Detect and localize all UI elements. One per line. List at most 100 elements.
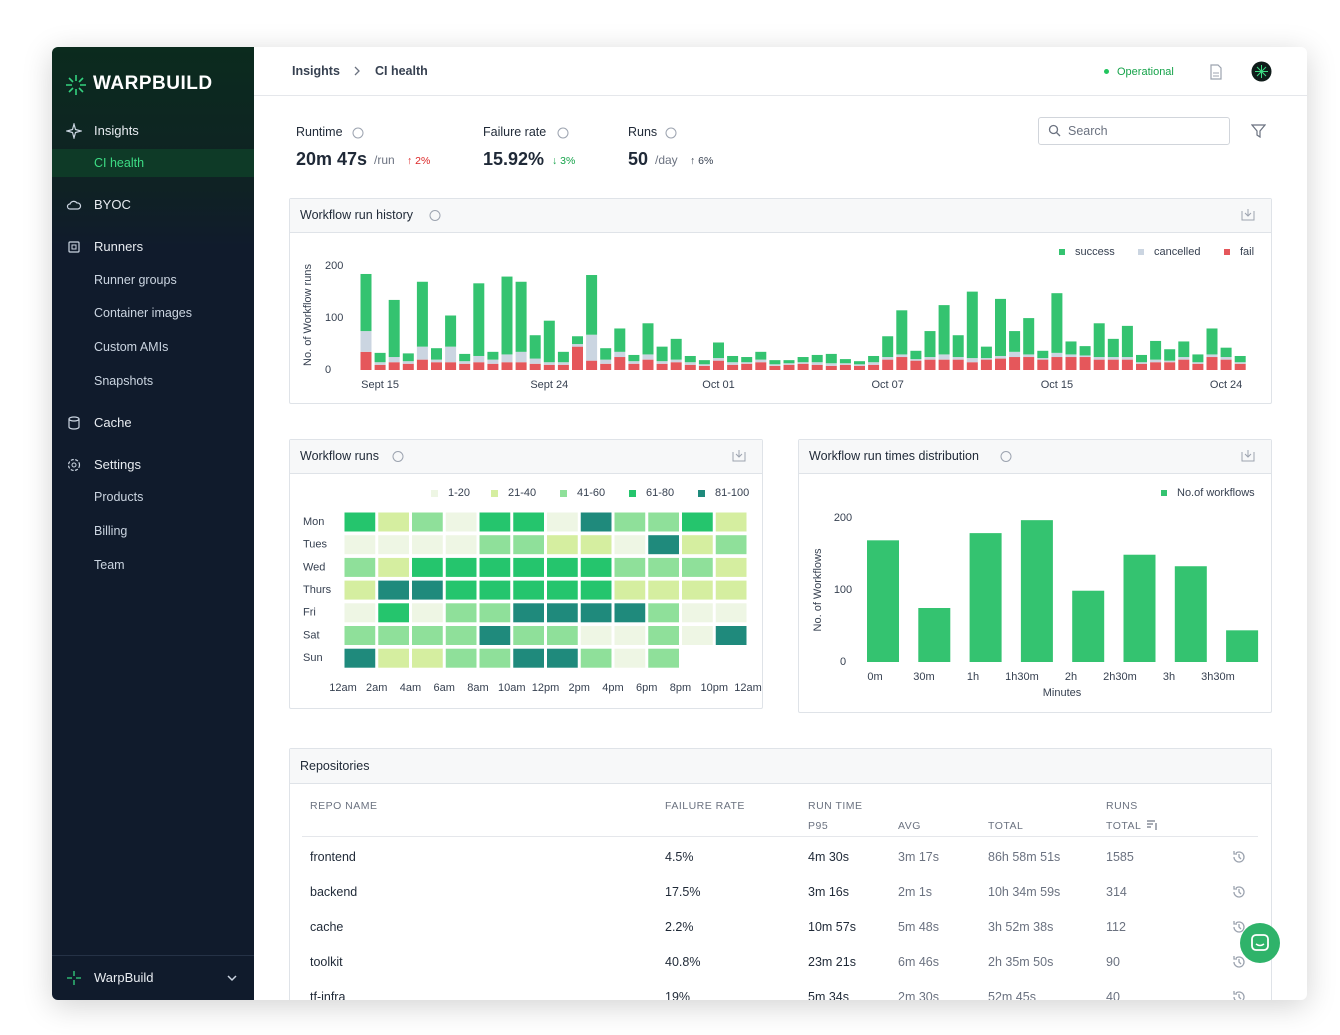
x-tick-label: 8pm xyxy=(670,682,691,694)
docs-icon[interactable] xyxy=(1209,64,1223,80)
history-icon[interactable] xyxy=(1231,849,1247,865)
history-icon[interactable] xyxy=(1231,954,1247,970)
table-cell: 40 xyxy=(1106,990,1120,1000)
subcolumn-header[interactable]: TOTAL xyxy=(1106,820,1142,832)
sidebar-divider xyxy=(52,955,254,956)
bar xyxy=(1220,357,1232,360)
heatmap-cell xyxy=(479,580,511,600)
x-tick-label: 2am xyxy=(366,682,387,694)
chat-button[interactable] xyxy=(1239,922,1281,964)
bar xyxy=(698,360,710,365)
bar xyxy=(1178,357,1190,360)
bar xyxy=(1009,351,1021,358)
bar xyxy=(1023,354,1035,358)
bar xyxy=(741,362,753,364)
status-dot xyxy=(1104,69,1109,74)
breadcrumb[interactable]: Insights xyxy=(292,64,340,78)
bar xyxy=(586,360,598,370)
bar xyxy=(1023,357,1035,370)
bar xyxy=(416,281,428,347)
x-tick-label: 3h30m xyxy=(1201,671,1235,683)
bar xyxy=(515,362,527,370)
history-icon[interactable] xyxy=(1231,884,1247,900)
history-icon[interactable] xyxy=(1231,989,1247,1000)
bar xyxy=(572,344,583,347)
org-icon xyxy=(67,971,81,985)
heatmap-cell xyxy=(445,557,477,577)
nav-subitem[interactable]: Products xyxy=(94,490,144,504)
breadcrumb: CI health xyxy=(375,64,428,78)
bar xyxy=(1192,363,1204,370)
search-box[interactable] xyxy=(1038,117,1230,145)
repo-name[interactable]: frontend xyxy=(310,850,356,864)
legend-label: 1-20 xyxy=(448,487,470,499)
y-tick-label: Sun xyxy=(303,652,323,664)
heatmap-cell xyxy=(412,603,443,623)
nav-item[interactable]: Insights xyxy=(94,123,139,138)
bar xyxy=(529,363,541,370)
nav-item[interactable]: Cache xyxy=(94,415,132,430)
heatmap-cell xyxy=(412,648,443,668)
table-cell: 4.5% xyxy=(665,850,694,864)
heatmap-cell xyxy=(344,535,376,555)
bar xyxy=(416,346,428,360)
repo-name[interactable]: tf-infra xyxy=(310,990,346,1000)
bar xyxy=(811,362,823,365)
heatmap-cell xyxy=(412,626,443,645)
bar xyxy=(543,362,555,365)
y-axis-title: No. of Workflows xyxy=(812,548,824,631)
history-icon[interactable] xyxy=(1231,919,1247,935)
bar xyxy=(783,364,795,370)
bar xyxy=(825,365,837,370)
heatmap-cell xyxy=(378,535,409,555)
repo-name[interactable]: toolkit xyxy=(310,955,343,969)
avatar[interactable] xyxy=(1251,61,1272,82)
legend-swatch xyxy=(560,490,567,497)
heatmap-cell xyxy=(479,512,511,532)
bar xyxy=(1123,554,1156,662)
bar xyxy=(839,364,851,370)
nav-subitem[interactable]: Custom AMIs xyxy=(94,340,169,354)
chart: 0 100 200 Sept 15 Sept 24 Oct 01 Oct 07 Oct 15 O… xyxy=(302,246,1254,391)
heatmap-cell xyxy=(445,603,477,623)
bar xyxy=(1164,349,1176,361)
bar xyxy=(980,346,992,359)
bar xyxy=(1192,362,1204,364)
column-header: FAILURE RATE xyxy=(665,800,745,812)
nav-subitem[interactable]: Runner groups xyxy=(94,273,177,287)
nav-item[interactable]: Settings xyxy=(94,457,141,472)
bar xyxy=(882,336,894,358)
filter-button[interactable] xyxy=(1251,124,1266,138)
nav-subitem[interactable]: Container images xyxy=(94,306,192,320)
nav-subitem[interactable]: Team xyxy=(94,558,125,572)
nav-subitem[interactable]: Billing xyxy=(94,524,128,538)
bar xyxy=(839,363,851,365)
table-cell: 23m 21s xyxy=(808,955,856,969)
bar xyxy=(1037,350,1049,359)
bar xyxy=(459,353,471,362)
nav-subitem-active[interactable]: CI health xyxy=(94,156,145,170)
legend-label: 41-60 xyxy=(577,487,605,499)
repo-name[interactable]: cache xyxy=(310,920,344,934)
sort-icon[interactable] xyxy=(1146,819,1158,831)
status[interactable]: Operational xyxy=(1117,66,1174,78)
legend-swatch xyxy=(698,490,705,497)
bar xyxy=(966,362,978,370)
nav-subitem[interactable]: Snapshots xyxy=(94,374,154,388)
nav-item[interactable]: Runners xyxy=(94,239,144,254)
heatmap-cell xyxy=(479,626,511,645)
card-header xyxy=(290,749,1271,784)
bar xyxy=(755,362,767,370)
heatmap-cell xyxy=(479,557,511,577)
bar xyxy=(839,359,851,364)
nav-item[interactable]: BYOC xyxy=(94,197,131,212)
org-switcher[interactable]: WarpBuild xyxy=(94,970,154,985)
bar xyxy=(769,360,781,365)
stat-value: 50 xyxy=(628,149,649,169)
repo-name[interactable]: backend xyxy=(310,885,358,899)
bar xyxy=(1037,359,1049,370)
x-tick-label: 10am xyxy=(498,682,526,694)
bar xyxy=(825,353,837,364)
bar xyxy=(1164,362,1176,370)
bar xyxy=(769,364,781,366)
